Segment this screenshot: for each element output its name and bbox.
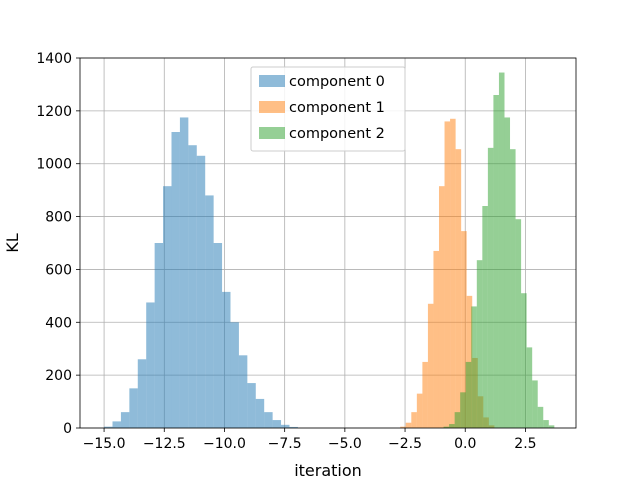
histogram-bar-series-2	[465, 361, 472, 428]
y-tick-label: 1200	[36, 104, 72, 120]
histogram-bar-series-0	[112, 421, 121, 428]
histogram-bar-series-2	[515, 219, 522, 428]
y-tick-label: 800	[45, 210, 72, 226]
histogram-bar-series-1	[444, 121, 451, 428]
x-tick-label: −10.0	[203, 436, 246, 452]
histogram-bar-series-2	[548, 425, 555, 428]
histogram-bar-series-1	[427, 303, 434, 428]
histogram-bar-series-1	[400, 426, 406, 428]
histogram-bar-series-2	[537, 406, 544, 428]
histogram-bar-series-2	[454, 412, 461, 428]
histogram-bar-series-0	[238, 355, 248, 428]
histogram-bar-series-1	[411, 412, 417, 428]
histogram-bar-series-0	[213, 243, 223, 428]
y-tick-label: 1400	[36, 51, 72, 67]
legend-box	[250, 66, 406, 152]
histogram-bar-series-0	[255, 398, 265, 428]
y-tick-label: 400	[45, 315, 72, 331]
histogram-bar-series-2	[487, 147, 494, 428]
histogram-bar-series-1	[461, 231, 467, 428]
histogram-bar-series-1	[422, 361, 428, 428]
histogram-bar-series-0	[146, 302, 155, 428]
histogram-bar-series-0	[272, 420, 282, 428]
histogram-bar-series-0	[230, 322, 239, 428]
x-tick-label: −5.0	[328, 436, 362, 452]
legend-swatch	[259, 127, 285, 139]
y-tick-label: 600	[45, 262, 72, 278]
histogram-bar-series-1	[438, 186, 445, 428]
legend: component 0 component 1 component 2	[250, 66, 406, 152]
histogram-bar-series-0	[179, 117, 189, 428]
histogram-bar-series-2	[532, 380, 538, 428]
histogram-bar-series-2	[471, 306, 477, 428]
legend-label: component 2	[289, 126, 385, 142]
histogram-bar-series-0	[154, 243, 164, 428]
histogram-bar-series-0	[289, 426, 298, 428]
legend-label: component 0	[289, 74, 385, 90]
histogram-bar-series-0	[129, 388, 138, 428]
histogram-bar-series-0	[104, 426, 113, 428]
histogram-bar-series-0	[281, 424, 290, 428]
histogram-bar-series-1	[433, 250, 439, 428]
bars	[104, 72, 555, 429]
x-tick-label: −15.0	[83, 436, 126, 452]
x-tick-label: 0.0	[454, 436, 476, 452]
x-tick-label: −12.5	[143, 436, 186, 452]
histogram-bar-series-2	[543, 420, 549, 428]
histogram-bar-series-2	[443, 426, 450, 428]
x-tick-label: −7.5	[268, 436, 302, 452]
histogram-bar-series-0	[188, 145, 197, 428]
histogram-bar-series-0	[163, 186, 172, 428]
histogram-bar-series-1	[455, 149, 462, 428]
histogram-bar-series-0	[137, 359, 147, 428]
plot-frame	[79, 57, 577, 429]
x-axis-label: iteration	[294, 461, 362, 480]
histogram-bar-series-2	[498, 72, 505, 429]
legend-swatch	[259, 101, 285, 113]
histogram-bar-series-0	[264, 412, 273, 428]
y-tick-label: 1000	[36, 157, 72, 173]
histogram-bar-series-2	[460, 392, 466, 428]
axes: −15.0 −12.5 −10.0 −7.5 −5.0 −2.5 0.0 2.5 0 200 400…	[36, 51, 577, 452]
histogram-bar-series-0	[247, 383, 256, 428]
histogram-bar-series-2	[521, 293, 527, 428]
x-tick-label: 2.5	[514, 436, 536, 452]
histogram-bar-series-2	[482, 206, 488, 428]
y-axis-label: KL	[3, 233, 22, 252]
histogram-bar-series-0	[120, 412, 130, 428]
legend-swatch	[259, 75, 285, 87]
histogram-bar-series-0	[196, 155, 206, 429]
histogram-bar-series-2	[493, 95, 499, 428]
histogram-bar-series-0	[171, 132, 180, 428]
histogram-bar-series-2	[510, 149, 516, 428]
x-tick-label: −2.5	[388, 436, 422, 452]
histogram-bar-series-1	[405, 422, 412, 428]
histogram-bar-series-1	[416, 393, 423, 428]
histogram-bar-series-2	[449, 424, 455, 428]
histogram-bar-series-2	[504, 117, 511, 428]
legend-label: component 1	[289, 100, 385, 116]
y-tick-label: 0	[63, 421, 72, 437]
histogram-bar-series-2	[476, 260, 483, 428]
histogram-bar-series-0	[205, 195, 214, 428]
y-tick-label: 200	[45, 368, 72, 384]
histogram-bar-series-2	[526, 347, 533, 428]
histogram-bar-series-1	[450, 118, 456, 429]
histogram-bar-series-0	[222, 291, 231, 428]
